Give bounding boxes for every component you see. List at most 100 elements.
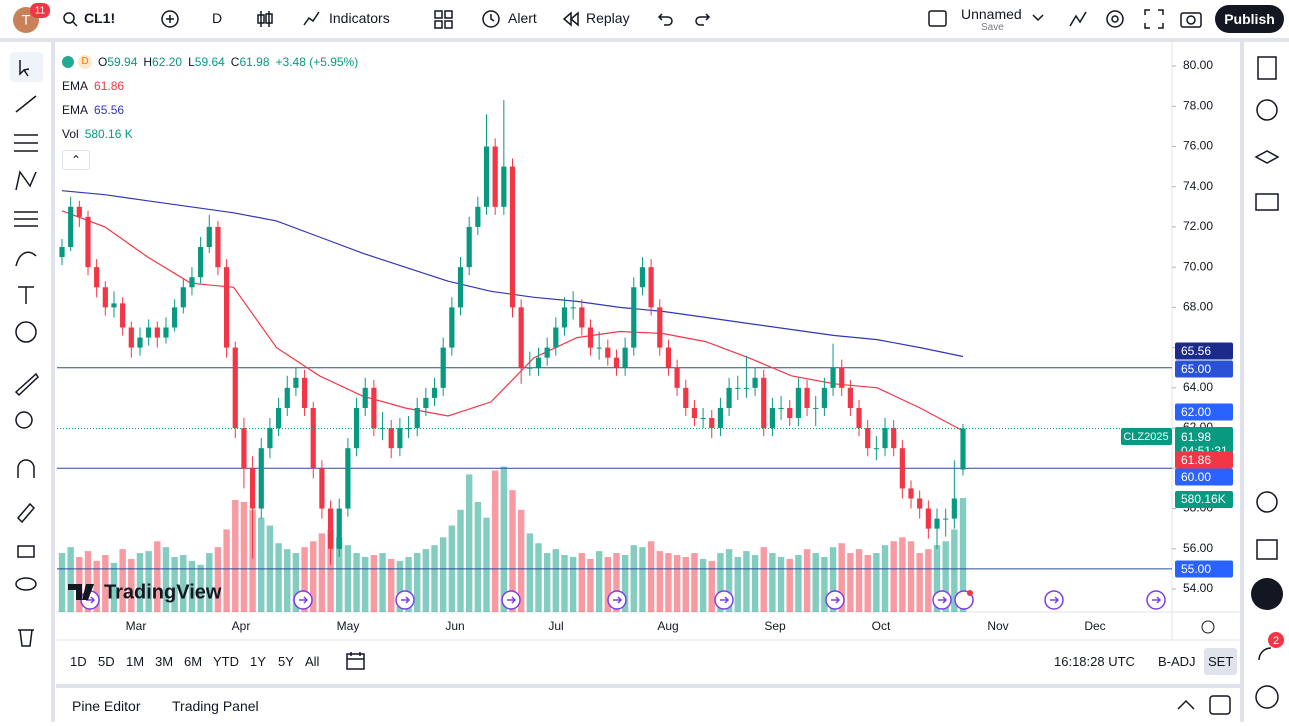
interval[interactable]: D <box>212 10 223 26</box>
trend-line-tool[interactable] <box>15 95 37 113</box>
delete-tool[interactable] <box>18 629 34 647</box>
publish-button[interactable]: Publish <box>1215 5 1284 33</box>
chart-type-button[interactable] <box>256 9 274 29</box>
forecast-tool[interactable] <box>14 211 38 227</box>
candle-body <box>362 387 368 408</box>
volume-bar <box>188 560 196 612</box>
range-button[interactable]: 1Y <box>250 654 266 669</box>
panel-tab[interactable]: Trading Panel <box>172 698 259 714</box>
panel-expand[interactable] <box>1176 698 1196 712</box>
target-button[interactable] <box>1256 491 1278 513</box>
candle-body <box>267 428 273 449</box>
candle-body <box>795 387 801 419</box>
volume-bar <box>777 556 785 612</box>
volume-bar <box>258 517 265 612</box>
pattern-tool[interactable] <box>15 170 37 191</box>
candle-body <box>648 267 654 308</box>
alerts-button[interactable] <box>1256 99 1278 121</box>
x-tick-label: Aug <box>657 619 678 633</box>
panel-maximize[interactable] <box>1208 694 1232 716</box>
volume-bar <box>275 543 282 612</box>
candle-body <box>431 387 438 398</box>
replay-button[interactable]: Replay <box>586 10 630 26</box>
volume-bar <box>206 553 213 612</box>
candle-body <box>778 407 784 409</box>
fullscreen-button[interactable] <box>1144 9 1164 29</box>
range-button[interactable]: All <box>305 654 320 669</box>
adjust-toggle[interactable]: B-ADJ <box>1158 654 1196 669</box>
signal-button[interactable] <box>1258 647 1272 661</box>
alert-icon[interactable] <box>480 8 502 30</box>
event-arrow <box>507 596 517 604</box>
price-tag <box>1175 360 1233 378</box>
apps-button[interactable] <box>1251 578 1283 610</box>
volume-bar <box>639 547 646 612</box>
layout-menu[interactable] <box>1032 13 1044 23</box>
redo-button[interactable] <box>694 11 712 27</box>
ohlc-label: C <box>230 55 240 69</box>
undo-button[interactable] <box>656 11 674 27</box>
volume-bar <box>873 553 880 612</box>
search-icon[interactable] <box>62 11 78 27</box>
y-tick-label: 56.00 <box>1183 541 1213 555</box>
volume-bar <box>84 551 92 612</box>
cursor-tool[interactable] <box>10 52 43 82</box>
range-button[interactable]: 5Y <box>278 654 294 669</box>
brush-tool[interactable] <box>15 251 37 267</box>
volume-bar <box>301 547 308 612</box>
volume-bar <box>128 558 135 612</box>
range-button[interactable]: 1M <box>126 654 145 669</box>
layout-name[interactable]: Unnamed <box>961 6 1022 22</box>
volume-bar <box>370 555 378 612</box>
candle-body <box>345 448 351 509</box>
quick-search[interactable] <box>1066 8 1088 30</box>
range-button[interactable]: 3M <box>155 654 174 669</box>
chat-button[interactable] <box>1255 193 1279 211</box>
avatar[interactable]: T 11 <box>8 2 54 36</box>
draw-mode-tool[interactable] <box>16 502 36 524</box>
compare-button[interactable] <box>160 9 180 29</box>
layout-icon[interactable] <box>928 10 948 28</box>
settings-button[interactable] <box>1104 8 1126 30</box>
legend-collapse[interactable]: ⌃ <box>62 150 90 170</box>
drawing-tools <box>10 52 43 647</box>
lock-tool[interactable] <box>17 545 35 558</box>
layers-button[interactable] <box>1254 150 1280 164</box>
goto-date[interactable] <box>346 651 366 671</box>
event-arrow <box>938 596 948 604</box>
volume-bar <box>578 553 586 612</box>
symbol[interactable]: CL1! <box>84 10 116 26</box>
volume-bar <box>838 543 845 612</box>
y-tick-label: 80.00 <box>1183 58 1213 72</box>
help-button[interactable] <box>1255 685 1279 709</box>
y-tick-label: 74.00 <box>1183 179 1213 193</box>
range-button[interactable]: 6M <box>184 654 203 669</box>
y-tick-label: 78.00 <box>1183 98 1213 112</box>
hide-tool[interactable] <box>15 577 37 591</box>
range-button[interactable]: 5D <box>98 654 115 669</box>
volume-bar <box>959 498 967 612</box>
icon-tool[interactable] <box>15 321 37 343</box>
range-button[interactable]: 1D <box>70 654 87 669</box>
snapshot-button[interactable] <box>1180 9 1202 29</box>
range-button[interactable]: YTD <box>213 654 239 669</box>
magnet-tool[interactable] <box>17 459 35 478</box>
alert-button[interactable]: Alert <box>508 10 537 26</box>
session-toggle[interactable]: SET <box>1204 648 1238 675</box>
cursor-icon[interactable] <box>19 60 30 77</box>
layout-status: Save <box>981 22 1004 33</box>
calendar-button[interactable] <box>1256 539 1278 560</box>
volume-bar <box>613 553 620 612</box>
panel-tab[interactable]: Pine Editor <box>72 698 141 714</box>
fib-tool[interactable] <box>14 134 38 152</box>
watchlist-button[interactable] <box>1257 56 1277 80</box>
measure-tool[interactable] <box>14 372 39 397</box>
zoom-tool[interactable] <box>15 411 33 429</box>
volume-bar <box>102 555 109 612</box>
templates-button[interactable] <box>434 10 454 30</box>
replay-icon[interactable] <box>562 11 580 27</box>
indicators-icon[interactable] <box>302 9 322 29</box>
text-tool[interactable] <box>18 286 34 304</box>
x-tick-label: Oct <box>872 619 891 633</box>
indicators-button[interactable]: Indicators <box>329 10 390 26</box>
